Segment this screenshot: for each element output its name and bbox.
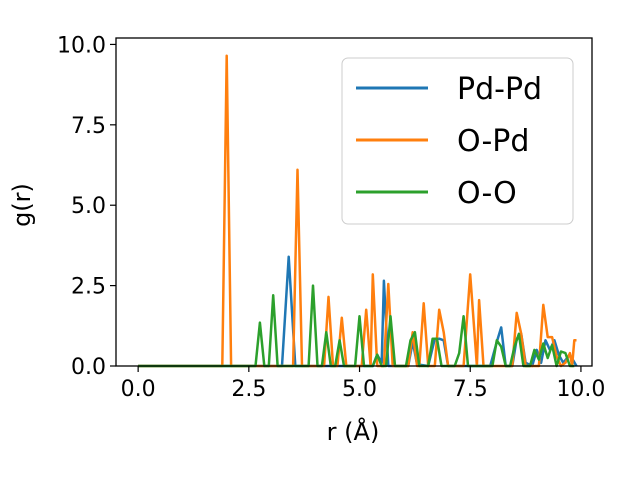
x-tick-label: 5.0: [342, 377, 377, 402]
legend-label-3: O-O: [457, 176, 517, 211]
x-tick-label: 2.5: [231, 377, 266, 402]
legend-box: [341, 57, 574, 225]
legend-label-2: O-Pd: [457, 124, 529, 159]
series-line-2: [138, 54, 577, 368]
x-tick-label: 7.5: [453, 377, 488, 402]
x-axis-label: r (Å): [327, 417, 380, 446]
legend: Pd-Pd O-Pd O-O: [341, 57, 574, 225]
y-axis-label: g(r): [8, 183, 36, 227]
x-tick-label: 0.0: [121, 377, 156, 402]
y-tick-label: 2.5: [71, 275, 106, 300]
x-axis-ticks: 0.0 2.5 5.0 7.5 10.0: [121, 366, 605, 402]
y-tick-label: 7.5: [71, 114, 106, 139]
legend-label-1: Pd-Pd: [457, 72, 542, 107]
y-axis-ticks: 0.0 2.5 5.0 7.5 10.0: [57, 33, 116, 380]
y-tick-label: 10.0: [57, 33, 106, 58]
y-tick-label: 0.0: [71, 355, 106, 380]
plot-frame: [115, 37, 593, 367]
series-line-3: [138, 284, 575, 368]
x-tick-label: 10.0: [556, 377, 605, 402]
y-tick-label: 5.0: [71, 194, 106, 219]
